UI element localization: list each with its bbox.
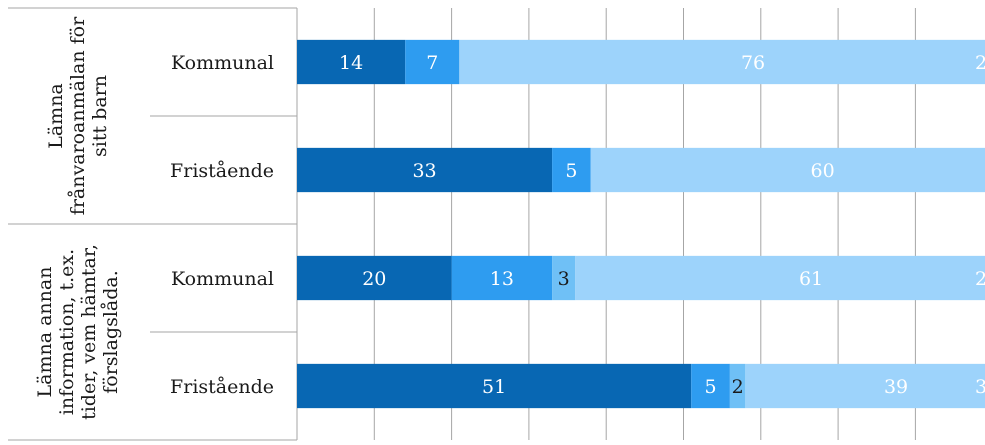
category-label: Fristående [170,160,274,182]
group-label-line: information, t.ex. [56,249,78,415]
group-label-line: Lämna annan [34,267,56,398]
group-label-line: tider, vem hämtar, [78,244,100,420]
data-label: 2 [975,52,985,74]
group-label-line: förslagslåda. [100,270,122,394]
category-label: Kommunal [171,268,274,290]
bar-segment [297,147,553,193]
data-label: 76 [741,52,765,74]
category-label: Fristående [170,376,274,398]
bar-segment [297,39,406,85]
data-label: 61 [799,268,823,290]
chart-root: 14 7 76 2 Kommunal 33 5 60 Fristående 20 13 3 61 2 Kom… [8,7,985,441]
bar-segment [552,147,591,193]
bar-segment [590,147,985,193]
data-label: 2 [975,268,985,290]
group-label-line: Lämna [45,83,67,149]
bar-segment [451,255,553,301]
data-label: 60 [811,160,835,182]
bar-segment [297,363,692,409]
group-label-line: sitt barn [89,75,111,157]
data-label: 20 [362,268,386,290]
bar-segment [459,39,985,85]
data-label: 2 [732,376,744,398]
bar-segment [297,255,452,301]
data-label: 3 [975,376,985,398]
data-label: 39 [884,376,908,398]
data-label: 3 [558,268,570,290]
data-label: 13 [490,268,514,290]
data-label: 5 [705,376,717,398]
bar-segment [729,363,746,409]
data-label: 33 [412,160,436,182]
data-label: 51 [482,376,506,398]
group-label: Lämna annaninformation, t.ex.tider, vem … [34,244,122,420]
data-label: 14 [339,52,363,74]
data-label: 5 [565,160,577,182]
bar-segment [745,363,985,409]
bar-segment [691,363,730,409]
bar-segment [552,255,576,301]
group-label-line: frånvaroanmälan för [67,16,89,215]
bar-segment [405,39,460,85]
category-label: Kommunal [171,52,274,74]
data-label: 7 [426,52,438,74]
bar-segment [575,255,985,301]
group-label: Lämnafrånvaroanmälan försitt barn [45,16,111,215]
